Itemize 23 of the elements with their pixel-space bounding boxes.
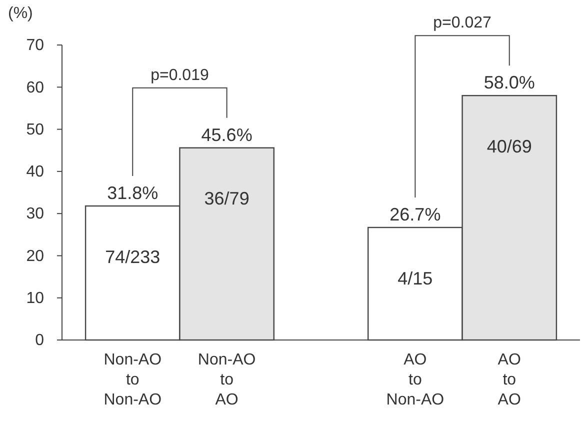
annotation: 4/15 <box>398 268 433 288</box>
x-tick-label: AO to AO <box>498 351 521 408</box>
y-tick-label: 30 <box>26 206 44 223</box>
x-tick-label: Non-AO to Non-AO <box>104 351 162 408</box>
data-label: 58.0% <box>484 72 535 93</box>
y-tick-label: 20 <box>26 248 44 265</box>
x-tick-label: Non-AO to AO <box>198 351 256 408</box>
annotation: p=0.019 <box>150 66 209 84</box>
y-tick-label: 50 <box>26 121 44 138</box>
annotation: 40/69 <box>486 136 532 156</box>
data-label: 45.6% <box>201 124 252 145</box>
data-label: 31.8% <box>107 182 158 203</box>
x-tick-label: AO to Non-AO <box>386 351 444 408</box>
data-label: 26.7% <box>390 204 441 224</box>
text: p=0.027 <box>433 14 492 32</box>
y-tick-label: 60 <box>26 79 44 96</box>
annotation: 36/79 <box>204 188 250 209</box>
y-tick-label: 10 <box>26 290 44 307</box>
y-tick-label: 70 <box>26 37 44 54</box>
annotation: 74/233 <box>105 246 160 267</box>
y-axis-title: (%) <box>8 5 33 22</box>
y-tick-label: 0 <box>35 332 44 350</box>
y-tick-label: 40 <box>26 164 44 181</box>
